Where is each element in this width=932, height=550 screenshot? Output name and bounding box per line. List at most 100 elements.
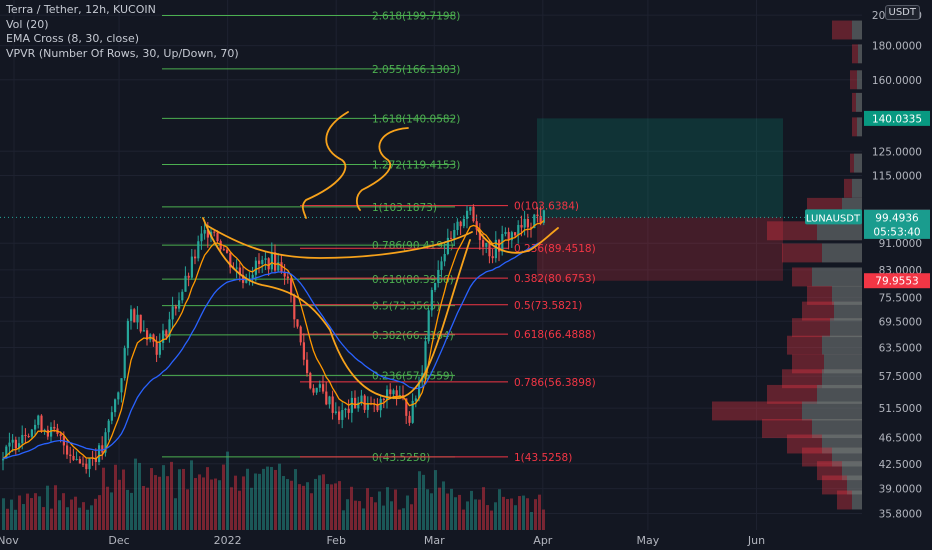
volume-bar bbox=[414, 488, 417, 530]
y-tick-label: 69.5000 bbox=[879, 316, 922, 328]
volume-bar bbox=[422, 474, 425, 530]
chart-title[interactable]: Terra / Tether, 12h, KUCOIN bbox=[6, 3, 156, 16]
volume-bar bbox=[50, 508, 53, 530]
vpvr-row-total bbox=[850, 153, 862, 173]
y-tick-label: 42.5000 bbox=[879, 459, 922, 471]
volume-bar bbox=[74, 496, 77, 530]
candle-body bbox=[117, 392, 120, 400]
cup-and-handle-drawing[interactable] bbox=[202, 111, 559, 399]
volume-bar bbox=[466, 501, 469, 530]
volume-bar bbox=[118, 479, 121, 530]
candle-body bbox=[526, 218, 529, 228]
volume-bar bbox=[390, 501, 393, 530]
volume-bar bbox=[310, 493, 313, 530]
volume-bar bbox=[282, 476, 285, 530]
vpvr-row-total bbox=[782, 243, 862, 263]
x-tick-label: Nov bbox=[0, 534, 19, 547]
candle-body bbox=[395, 390, 398, 396]
volume-bar bbox=[426, 489, 429, 530]
candle-body bbox=[267, 258, 270, 270]
candle-body bbox=[14, 439, 17, 449]
candle-body bbox=[437, 269, 440, 283]
time-axis[interactable]: Nov Dec 2022 Feb Mar Apr May Jun bbox=[0, 530, 932, 550]
volume-bar bbox=[238, 490, 241, 530]
candle-body bbox=[498, 239, 501, 252]
candle-body bbox=[130, 309, 133, 321]
fib-ret-label: 0.382(80.6753) bbox=[514, 273, 596, 285]
volume-bar bbox=[150, 468, 153, 530]
volume-bar bbox=[342, 510, 345, 530]
vol-indicator[interactable]: Vol (20) bbox=[6, 17, 49, 31]
candle-body bbox=[82, 463, 85, 465]
candle-body bbox=[379, 398, 382, 411]
vpvr-row-up bbox=[842, 461, 862, 481]
candle-body bbox=[187, 275, 190, 278]
candle-body bbox=[376, 403, 379, 411]
volume-bar bbox=[502, 496, 505, 530]
candle-body bbox=[293, 294, 296, 320]
candle-body bbox=[306, 359, 309, 374]
steam-curve bbox=[355, 127, 409, 211]
currency-badge[interactable]: USDT bbox=[884, 5, 920, 20]
vpvr-row-up bbox=[834, 301, 862, 321]
y-tick-label: 51.5000 bbox=[879, 403, 922, 415]
candle-body bbox=[469, 206, 472, 211]
vpvr-row-total bbox=[817, 461, 862, 481]
candle-body bbox=[114, 399, 117, 413]
vpvr-row-up bbox=[822, 369, 862, 389]
candle-body bbox=[5, 446, 8, 459]
ema-fast-line bbox=[2, 219, 545, 460]
y-tick-label: 75.5000 bbox=[879, 292, 922, 304]
candle-body bbox=[334, 411, 337, 413]
candle-body bbox=[341, 410, 344, 420]
volume-bar bbox=[406, 495, 409, 530]
volume-bar bbox=[370, 496, 373, 530]
candle-body bbox=[539, 216, 542, 223]
volume-bar bbox=[446, 493, 449, 530]
candle-body bbox=[27, 436, 30, 438]
fib-ret-label: 0.5(73.5821) bbox=[514, 300, 582, 312]
candle-body bbox=[222, 249, 225, 251]
volume-bar bbox=[2, 498, 5, 530]
candle-body bbox=[427, 310, 430, 342]
y-tick-label: 39.0000 bbox=[879, 484, 922, 496]
volume-bar bbox=[138, 462, 141, 530]
volume-bar bbox=[222, 464, 225, 530]
volume-bar bbox=[274, 469, 277, 530]
candle-body bbox=[200, 233, 203, 242]
candle-body bbox=[104, 432, 107, 453]
fib-ret-label: 0.618(66.4888) bbox=[514, 329, 596, 341]
volume-bar bbox=[146, 487, 149, 530]
volume-bar bbox=[498, 489, 501, 530]
fib-ret-label: 0(103.6384) bbox=[514, 201, 579, 213]
candle-body bbox=[69, 454, 72, 456]
long-position-tool[interactable] bbox=[537, 118, 783, 281]
vpvr-row-total bbox=[832, 20, 862, 40]
ema-indicator[interactable]: EMA Cross (8, 30, close) bbox=[6, 32, 140, 45]
volume-bar bbox=[162, 465, 165, 530]
candle-body bbox=[456, 221, 459, 230]
volume-bar bbox=[286, 479, 289, 530]
volume-bar bbox=[350, 486, 353, 530]
candle-body bbox=[258, 260, 261, 264]
volume-bar bbox=[510, 498, 513, 530]
vpvr-row-up bbox=[812, 267, 862, 287]
candle-body bbox=[309, 373, 312, 389]
vpvr-row-up bbox=[830, 318, 862, 338]
volume-bar bbox=[382, 505, 385, 530]
indicator-legend: Terra / Tether, 12h, KUCOIN Vol (20) EMA… bbox=[6, 3, 239, 61]
vpvr-row-up bbox=[832, 447, 862, 467]
candle-body bbox=[78, 459, 81, 464]
vpvr-indicator[interactable]: VPVR (Number Of Rows, 30, Up/Down, 70) bbox=[6, 46, 239, 60]
fib-ext-label: 0.786(90.4198) bbox=[372, 240, 454, 252]
candle-body bbox=[533, 214, 536, 229]
volume-bar bbox=[462, 509, 465, 530]
vpvr-row-up bbox=[832, 285, 862, 305]
volume-bar bbox=[506, 499, 509, 530]
x-tick-label: Apr bbox=[533, 534, 553, 547]
vpvr-row-up bbox=[858, 44, 862, 64]
candle-body bbox=[322, 384, 325, 392]
volume-bar bbox=[358, 501, 361, 530]
vpvr-row-up bbox=[822, 243, 862, 263]
